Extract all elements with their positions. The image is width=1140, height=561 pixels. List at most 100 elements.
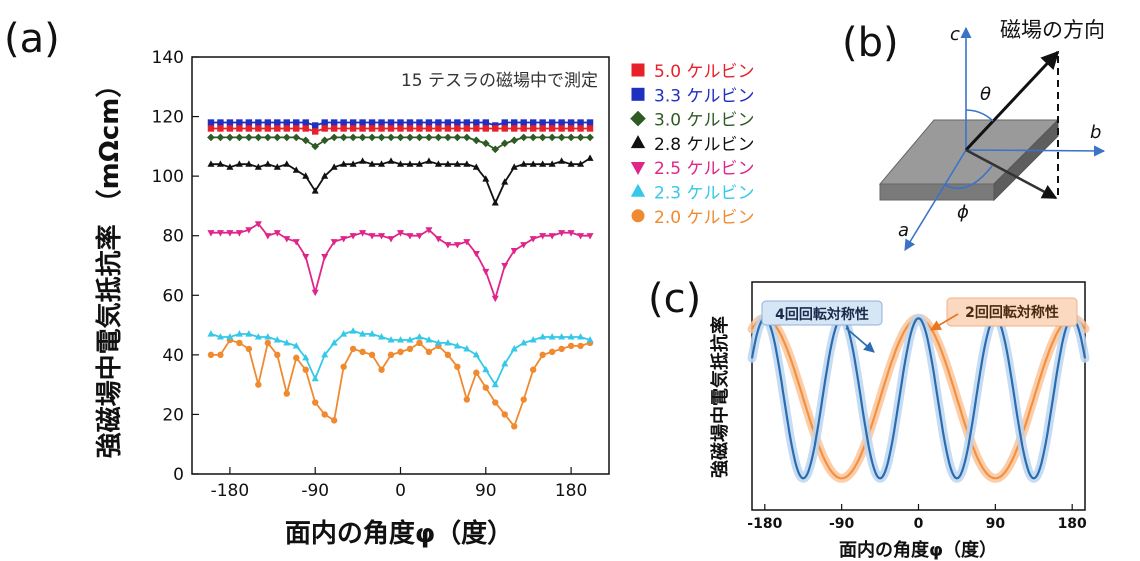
data-point (510, 136, 519, 145)
data-point (558, 230, 566, 237)
data-point (292, 239, 300, 246)
panel-a-y-tick-label: 80 (162, 227, 184, 247)
data-point (454, 125, 461, 132)
data-point (558, 125, 565, 132)
data-point (444, 339, 452, 346)
data-point (396, 336, 405, 343)
data-point (406, 336, 414, 343)
data-point (473, 369, 480, 376)
data-point (435, 125, 442, 132)
data-point (558, 345, 565, 353)
data-point (425, 125, 433, 132)
data-point (235, 330, 243, 337)
data-point (311, 289, 319, 297)
data-point (539, 125, 546, 132)
data-point (283, 339, 291, 346)
data-point (312, 122, 319, 129)
data-point (567, 333, 575, 340)
data-point (274, 119, 281, 126)
data-point (349, 119, 357, 126)
four-fold-label-box (761, 300, 883, 326)
data-point (482, 175, 490, 182)
data-point (368, 133, 376, 142)
sample-side-face (993, 118, 1059, 202)
data-point (453, 342, 461, 349)
panel-a-label: (a) (4, 16, 60, 62)
data-point (264, 160, 272, 167)
data-point (254, 221, 262, 228)
data-point (378, 333, 386, 340)
data-point (226, 333, 234, 340)
data-point (378, 366, 385, 373)
data-point (520, 125, 527, 132)
data-point (397, 125, 404, 132)
measurement-condition-note: 15 テスラの磁場中で測定 (401, 71, 598, 91)
data-point (510, 345, 518, 352)
data-point (567, 119, 575, 126)
two-fold-symmetry-label: 2回回転対称性 (965, 304, 1059, 321)
data-point (548, 348, 556, 356)
data-point (339, 133, 348, 142)
data-point (378, 233, 386, 240)
data-point (577, 125, 584, 132)
panel-c-y-axis-label: 強磁場中電気抵抗率 (709, 316, 731, 478)
data-point (254, 333, 262, 340)
data-point (283, 236, 291, 243)
panel-b-label: (b) (842, 20, 899, 66)
data-point (520, 396, 527, 403)
data-point (302, 366, 309, 373)
data-point (482, 268, 490, 276)
panel-c-chart: -180 -90 0 90 180 4回回転対称性 2回回転対称性 面内の角度φ（度） … (709, 281, 1090, 561)
data-point (292, 166, 300, 173)
data-point (416, 339, 423, 347)
data-point (226, 230, 234, 237)
data-point (245, 160, 253, 167)
data-point (302, 353, 310, 361)
data-point (529, 336, 537, 343)
data-point (368, 330, 376, 337)
data-point (425, 119, 433, 126)
data-point (519, 133, 528, 142)
data-point (501, 125, 508, 132)
data-point (264, 339, 272, 347)
data-point (529, 160, 537, 167)
b-axis-label: b (1090, 122, 1101, 143)
data-point (415, 133, 424, 142)
two-fold-pointer-arrow (930, 313, 959, 331)
data-point (406, 133, 414, 142)
data-point (282, 133, 291, 142)
data-point (245, 133, 253, 142)
data-point (359, 125, 366, 132)
data-point (463, 119, 471, 126)
data-point (216, 160, 224, 167)
data-point (406, 233, 414, 240)
data-point (511, 125, 518, 132)
data-point (539, 333, 547, 340)
data-point (557, 133, 566, 142)
data-point (472, 136, 481, 145)
data-point (434, 236, 442, 243)
data-point (539, 351, 546, 359)
data-point (444, 160, 452, 167)
data-point (538, 133, 547, 142)
data-point (340, 125, 347, 132)
legend-entry: 3.0 ケルビン (654, 111, 754, 131)
phi-arc (944, 165, 993, 190)
data-point (359, 157, 367, 164)
data-point (463, 239, 471, 246)
data-point (235, 133, 244, 142)
legend-entry: 2.0 ケルビン (654, 208, 754, 228)
data-point (510, 163, 518, 170)
legend-swatch (630, 183, 646, 197)
data-point (321, 351, 329, 358)
data-point (301, 136, 310, 145)
data-point (463, 125, 471, 132)
panel-a-x-tick-label: 90 (475, 481, 497, 501)
data-point (245, 345, 253, 353)
data-point (349, 345, 357, 353)
data-point (567, 342, 575, 350)
data-point (359, 119, 366, 126)
data-point (434, 339, 442, 346)
data-point (330, 239, 338, 246)
theta-arc (965, 109, 994, 122)
